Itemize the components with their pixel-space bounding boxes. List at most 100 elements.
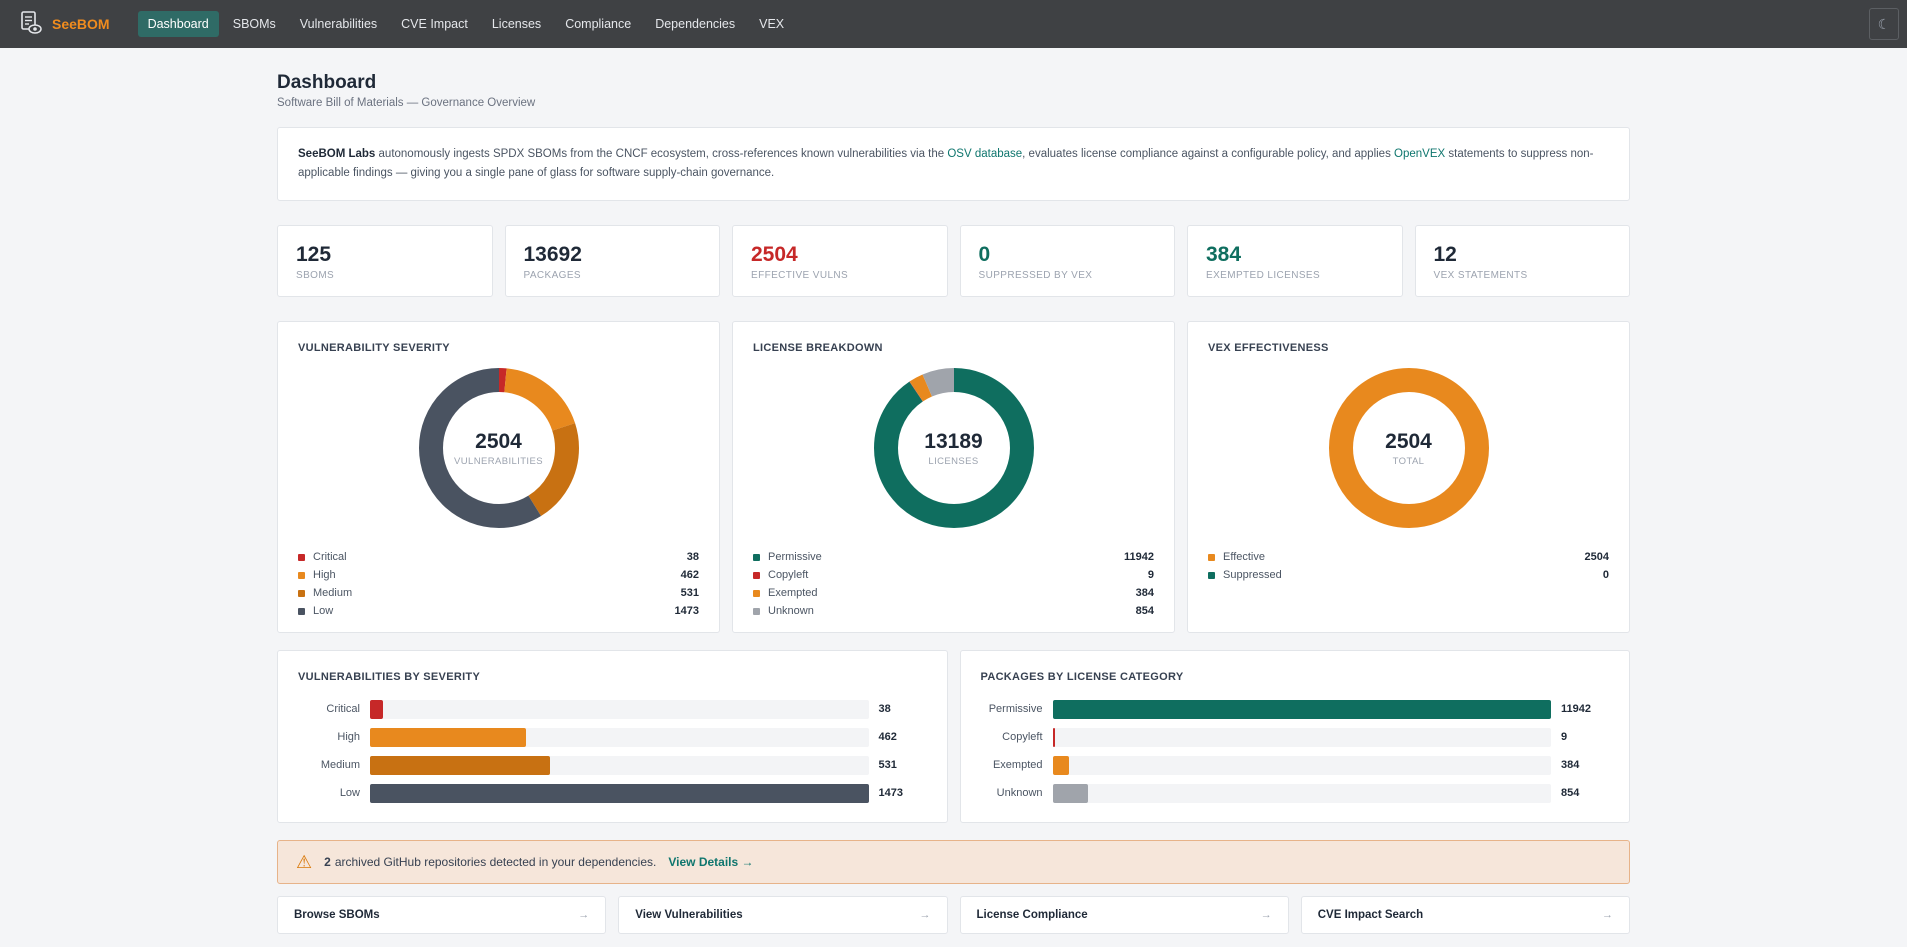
- stat-card-exempted-licenses: 384 Exempted Licenses: [1187, 225, 1403, 297]
- stats-row: 125 SBOMs 13692 Packages 2504 Effective …: [277, 225, 1630, 297]
- stat-card-vex-statements: 12 VEX Statements: [1414, 225, 1630, 297]
- stat-card-sboms: 125 SBOMs: [277, 225, 493, 297]
- bar-row-medium: Medium 531: [298, 751, 927, 779]
- alert-count: 2: [324, 855, 331, 869]
- view-details-link[interactable]: View Details →: [668, 855, 754, 869]
- nav-compliance[interactable]: Compliance: [565, 17, 632, 31]
- legend-item-suppressed: Suppressed 0: [1208, 566, 1609, 584]
- bar-value: 9: [1561, 731, 1568, 743]
- bar-row-unknown: Unknown 854: [981, 779, 1610, 807]
- legend-item-copyleft: Copyleft 9: [753, 566, 1154, 584]
- donut-center-value: 2504: [475, 429, 522, 453]
- legend-value: 2504: [1584, 551, 1609, 563]
- intro-text-3: statements to suppress non-applicable fi…: [298, 148, 1594, 179]
- bar-label: Unknown: [996, 787, 1043, 799]
- quick-link-license-compliance[interactable]: License Compliance →: [959, 896, 1289, 934]
- bar-fill-high: [370, 727, 527, 747]
- nav-dependencies[interactable]: Dependencies: [655, 17, 736, 31]
- bar-label: Low: [339, 787, 360, 799]
- donut-card-license-breakdown: License Breakdown 13189 Licenses Permiss…: [732, 321, 1175, 633]
- bar-charts-row: Vulnerabilities by Severity Critical 38 Hi…: [277, 650, 1630, 823]
- stat-label: Suppressed by VEX: [978, 270, 1093, 281]
- legend-swatch: [753, 607, 760, 615]
- arrow-right-icon: →: [578, 909, 590, 921]
- arrow-right-icon: →: [1260, 909, 1272, 921]
- stat-value: 0: [978, 243, 991, 266]
- bar-track: [1052, 783, 1551, 803]
- warning-icon: ⚠: [296, 851, 313, 872]
- legend-item-exempted: Exempted 384: [753, 584, 1154, 602]
- quick-link-cve-impact-search[interactable]: CVE Impact Search →: [1300, 896, 1630, 934]
- legend-item-unknown: Unknown 854: [753, 602, 1154, 620]
- legend-swatch: [753, 589, 760, 597]
- bar-value: 531: [878, 759, 897, 771]
- quick-link-view-vulnerabilities[interactable]: View Vulnerabilities →: [618, 896, 948, 934]
- donut-charts-row: Vulnerability Severity 2504 Vulnerabilit…: [277, 321, 1630, 633]
- bar-label: Copyleft: [1002, 731, 1043, 743]
- bar-fill-exempted: [1052, 755, 1069, 775]
- brand-name: SeeBOM: [52, 16, 110, 32]
- donut-chart: 2504 Total: [1327, 366, 1491, 530]
- moon-icon: ☾: [1877, 15, 1891, 32]
- intro-panel: SeeBOM Labs autonomously ingests SPDX SB…: [277, 127, 1630, 201]
- legend-label: Exempted: [768, 587, 818, 599]
- stat-card-effective-vulns: 2504 Effective Vulns: [732, 225, 948, 297]
- legend-label: High: [313, 569, 336, 581]
- top-navbar: SeeBOM Dashboard SBOMs Vulnerabilities C…: [0, 0, 1907, 48]
- quick-link-label: CVE Impact Search: [1317, 909, 1424, 921]
- bar-track: [1052, 755, 1551, 775]
- legend-swatch: [1208, 571, 1215, 579]
- bar-track: [370, 755, 869, 775]
- quick-link-browse-sboms[interactable]: Browse SBOMs →: [277, 896, 607, 934]
- stat-value: 2504: [751, 243, 798, 266]
- stat-label: VEX Statements: [1433, 270, 1528, 281]
- nav-cve-impact[interactable]: CVE Impact: [401, 17, 468, 31]
- bar-fill-unknown: [1052, 783, 1089, 803]
- bar-value: 38: [878, 703, 891, 715]
- donut-center: 2504 Total: [1327, 366, 1491, 530]
- card-title: VEX Effectiveness: [1208, 342, 1329, 354]
- donut-slice-medium: [418, 368, 579, 528]
- donut-svg: [873, 368, 1034, 528]
- nav-vulnerabilities[interactable]: Vulnerabilities: [299, 17, 378, 31]
- bar-track: [370, 727, 869, 747]
- legend-item-high: High 462: [298, 566, 699, 584]
- legend-swatch: [298, 607, 305, 615]
- card-title: Packages by License Category: [980, 671, 1184, 683]
- legend-label: Permissive: [768, 551, 822, 563]
- openvex-link[interactable]: OpenVEX: [1394, 148, 1446, 160]
- bar-label: Exempted: [992, 759, 1043, 771]
- stat-label: Effective Vulns: [751, 270, 849, 281]
- donut-chart: 2504 Vulnerabilities: [417, 366, 581, 530]
- bar-value: 462: [878, 731, 897, 743]
- legend-label: Critical: [313, 551, 347, 563]
- nav-vex[interactable]: VEX: [759, 17, 785, 31]
- quick-link-label: License Compliance: [976, 909, 1088, 921]
- donut-center-value: 13189: [924, 429, 983, 453]
- bar-value: 11942: [1561, 703, 1591, 715]
- legend-label: Suppressed: [1223, 569, 1282, 581]
- theme-toggle-button[interactable]: ☾: [1869, 8, 1899, 40]
- bar-card-vulnerabilities-by-severity: Vulnerabilities by Severity Critical 38 Hi…: [277, 650, 948, 823]
- legend-label: Copyleft: [768, 569, 809, 581]
- stat-value: 12: [1433, 243, 1457, 266]
- donut-slice-low: [418, 368, 579, 528]
- donut-card-vex-effectiveness: VEX Effectiveness 2504 Total Effective 25…: [1187, 321, 1630, 633]
- legend-value: 1473: [674, 605, 699, 617]
- donut-center: 13189 Licenses: [872, 366, 1036, 530]
- logo-icon: [20, 10, 42, 38]
- brand[interactable]: SeeBOM: [20, 10, 110, 38]
- donut-svg: [1328, 368, 1489, 528]
- legend-swatch: [753, 553, 760, 561]
- osv-database-link[interactable]: OSV database: [947, 148, 1023, 160]
- nav-licenses[interactable]: Licenses: [491, 17, 542, 31]
- nav-sboms[interactable]: SBOMs: [232, 17, 276, 31]
- legend-label: Low: [313, 605, 334, 617]
- nav-dashboard[interactable]: Dashboard: [137, 11, 219, 37]
- bar-row-high: High 462: [298, 723, 927, 751]
- donut-legend: Critical 38 High 462 Medium 531 Low 1473: [298, 548, 699, 620]
- bar-row-low: Low 1473: [298, 779, 927, 807]
- legend-value: 9: [1147, 569, 1154, 581]
- legend-swatch: [753, 571, 760, 579]
- donut-slice-effective: [1328, 368, 1489, 528]
